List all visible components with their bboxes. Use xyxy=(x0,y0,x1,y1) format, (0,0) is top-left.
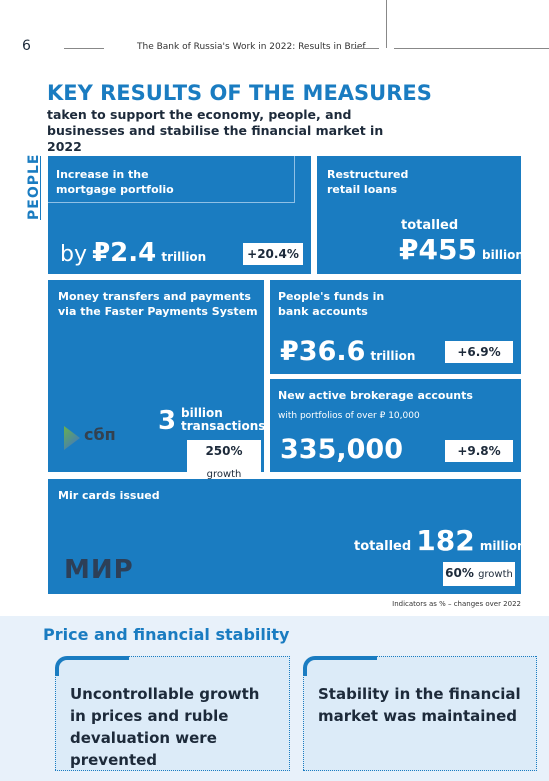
card: Mir cards issued МИР totalled 182 millio… xyxy=(48,479,526,594)
growth-unit: growth xyxy=(478,569,513,580)
card: New active brokerage accounts with portf… xyxy=(270,379,521,472)
value: 3 xyxy=(158,406,177,436)
logo-icon xyxy=(64,426,80,450)
growth-value: 250% xyxy=(205,444,243,458)
value: ₽455 xyxy=(399,233,477,266)
box: Stability in the financial market was ma… xyxy=(303,656,537,771)
prefix: by xyxy=(60,242,87,267)
value: ₽36.6 xyxy=(280,336,366,367)
card: Money transfers and payments via the Fas… xyxy=(48,280,266,486)
change: +20.4% xyxy=(243,243,303,265)
unit: million xyxy=(479,539,526,553)
card: Increase in the mortgage portfolio by ₽2… xyxy=(48,156,311,274)
change: +6.9% xyxy=(445,341,513,363)
card-label: New active brokerage accounts xyxy=(278,389,473,402)
note: Indicators as % – changes over 2022 xyxy=(392,600,521,608)
tab xyxy=(55,656,129,676)
tab xyxy=(303,656,377,676)
box-text: Uncontrollable growth in prices and rubl… xyxy=(70,685,260,769)
rule xyxy=(394,48,549,49)
value: 335,000 xyxy=(280,434,403,465)
rule xyxy=(386,0,387,48)
card-label: People's funds in bank accounts xyxy=(278,290,385,318)
value: 182 xyxy=(416,524,475,557)
running-title: The Bank of Russia's Work in 2022: Resul… xyxy=(137,42,366,52)
unit: billion xyxy=(482,248,524,262)
card-sublabel: with portfolios of over ₽ 10,000 xyxy=(278,411,420,421)
rule xyxy=(40,156,41,220)
section: Price and financial stability Uncontroll… xyxy=(0,616,549,781)
logo: МИР xyxy=(64,555,134,585)
unit: trillion xyxy=(370,349,416,363)
growth-unit: growth xyxy=(206,469,242,480)
growth: 60% growth xyxy=(443,562,515,586)
title: KEY RESULTS OF THE MEASURES xyxy=(47,81,432,105)
card: People's funds in bank accounts ₽36.6 tr… xyxy=(270,280,521,374)
page-number: 6 xyxy=(22,38,31,54)
figure: totalled 182 million xyxy=(354,527,526,555)
box-text: Stability in the financial market was ma… xyxy=(318,685,521,725)
growth: 250% growth xyxy=(187,440,261,486)
unit: billion transactions xyxy=(181,406,266,433)
change: +9.8% xyxy=(445,440,513,462)
growth-value: 60% xyxy=(445,566,474,580)
card-label: Mir cards issued xyxy=(58,489,160,502)
card: Restructured retail loans totalled ₽455 … xyxy=(317,156,524,274)
card-label: Restructured retail loans xyxy=(327,168,409,196)
card-label: Money transfers and payments via the Fas… xyxy=(58,290,258,318)
rule xyxy=(353,48,379,49)
value: ₽2.4 xyxy=(92,238,157,268)
card-label: Increase in the mortgage portfolio xyxy=(56,168,174,196)
figure: ₽455 billion xyxy=(399,236,524,264)
unit: trillion xyxy=(161,250,207,264)
logo: сбп xyxy=(84,425,116,444)
section-title: Price and financial stability xyxy=(43,625,290,644)
frame xyxy=(48,156,295,203)
figure: ₽36.6 trillion xyxy=(280,338,415,365)
prefix: totalled xyxy=(354,539,412,554)
subtitle: taken to support the economy, people, an… xyxy=(47,107,384,154)
figure: by ₽2.4 trillion xyxy=(60,240,206,267)
rule xyxy=(64,48,104,49)
box: Uncontrollable growth in prices and rubl… xyxy=(55,656,290,771)
prefix: totalled xyxy=(401,218,459,233)
